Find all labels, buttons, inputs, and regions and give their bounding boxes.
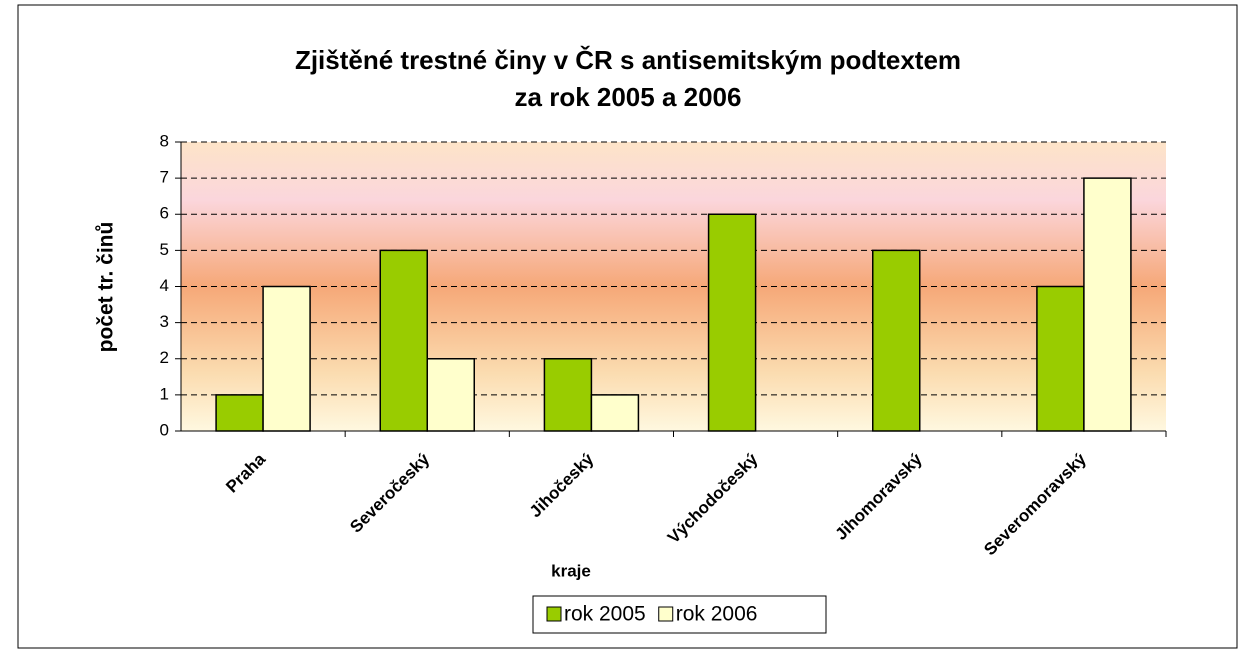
chart-title: Zjištěné trestné činy v ČR s antisemitsk… — [295, 45, 961, 75]
y-tick-label: 3 — [160, 312, 169, 331]
bar — [1083, 177, 1132, 432]
bar — [426, 358, 475, 432]
legend-label: rok 2006 — [676, 603, 758, 626]
y-axis-title: počet tr. činů — [95, 222, 118, 353]
chart-title: za rok 2005 a 2006 — [515, 82, 742, 112]
y-tick-label: 4 — [160, 276, 169, 295]
y-tick-label: 1 — [160, 384, 169, 403]
bar — [379, 249, 428, 432]
bar — [543, 358, 593, 432]
legend — [532, 595, 827, 634]
y-tick-label: 6 — [160, 204, 169, 223]
bar — [590, 394, 640, 432]
y-tick-label: 2 — [160, 348, 169, 367]
bar — [1036, 285, 1085, 432]
bar — [215, 394, 264, 432]
y-tick-label: 5 — [160, 240, 169, 259]
bar — [262, 285, 311, 432]
y-tick-label: 8 — [160, 131, 169, 150]
x-axis-title: kraje — [551, 561, 591, 580]
bar — [872, 249, 921, 432]
legend-swatch — [546, 606, 562, 622]
y-tick-label: 0 — [160, 420, 169, 439]
legend-swatch — [658, 606, 674, 622]
y-tick-label: 7 — [160, 168, 169, 187]
bar — [707, 213, 757, 432]
legend-label: rok 2005 — [564, 603, 646, 626]
